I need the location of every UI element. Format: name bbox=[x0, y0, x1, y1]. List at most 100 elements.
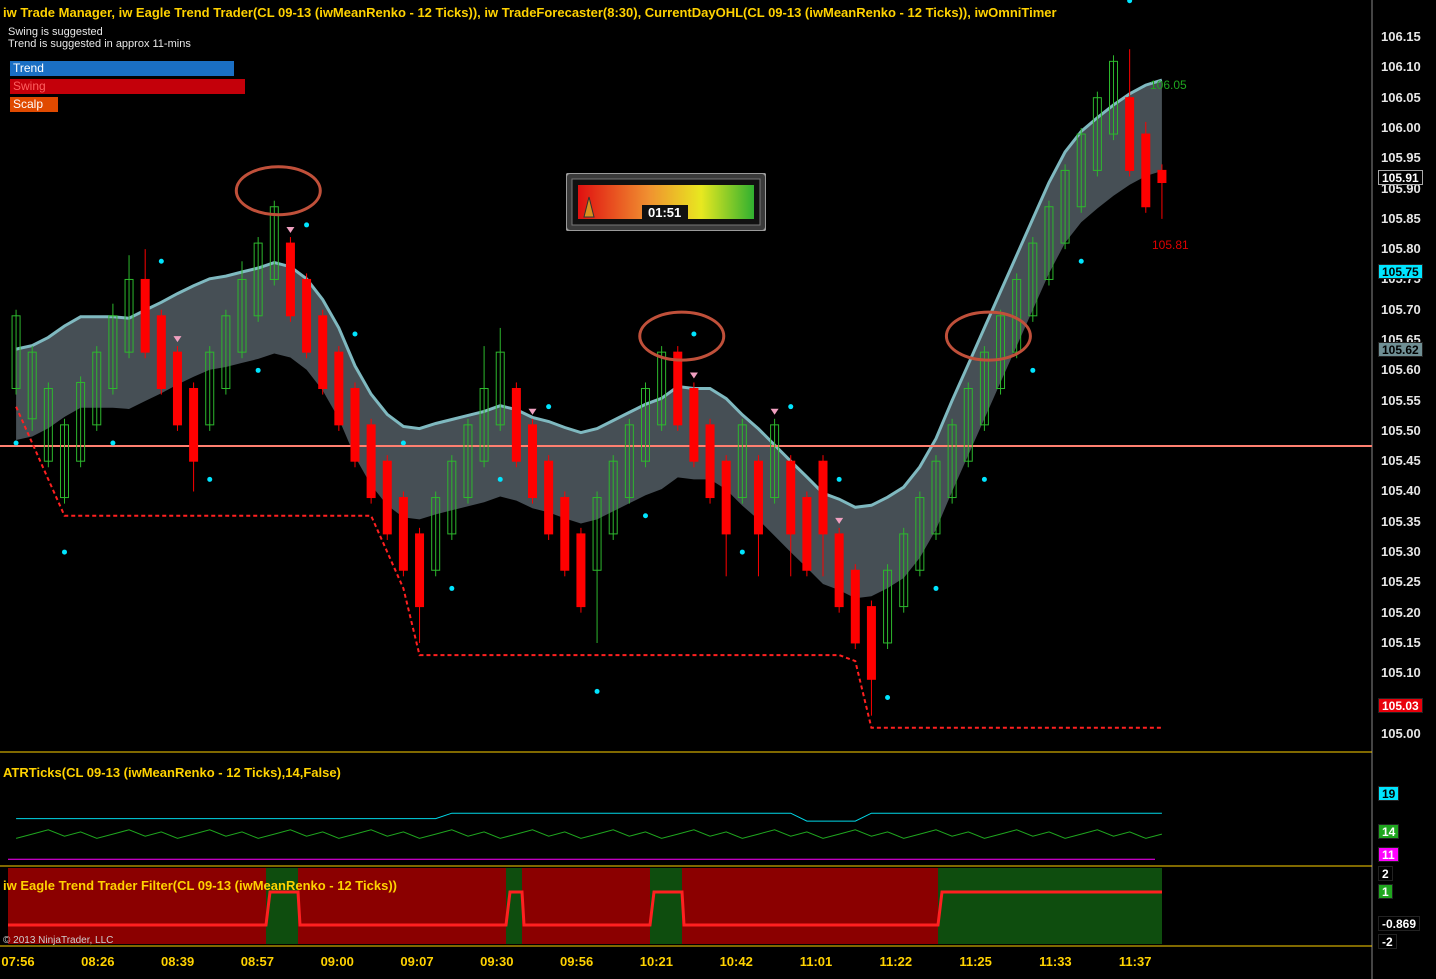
down-bar bbox=[544, 460, 554, 535]
pink-arrow-marker bbox=[689, 372, 698, 379]
price-tick-label: 105.55 bbox=[1381, 392, 1421, 408]
time-tick-label: 08:39 bbox=[160, 954, 195, 969]
price-tag-cloud: 105.62 bbox=[1378, 342, 1423, 357]
down-bar bbox=[189, 388, 199, 462]
filter-zone bbox=[8, 868, 266, 944]
filter-panel-title: iw Eagle Trend Trader Filter(CL 09-13 (i… bbox=[3, 878, 397, 893]
up-bar bbox=[447, 460, 457, 535]
up-bar bbox=[1092, 97, 1102, 171]
swing-mode-button[interactable]: Swing bbox=[10, 79, 245, 94]
stop-dot bbox=[788, 404, 794, 410]
time-tick-label: 09:30 bbox=[480, 954, 514, 969]
price-bars bbox=[11, 49, 1167, 716]
filter-zone bbox=[298, 868, 506, 944]
up-bar bbox=[640, 388, 650, 462]
copyright-text: © 2013 NinjaTrader, LLC bbox=[3, 935, 114, 946]
price-tick-label: 105.95 bbox=[1381, 150, 1421, 166]
filter-zone bbox=[506, 868, 522, 944]
down-bar bbox=[850, 569, 860, 644]
down-bar bbox=[350, 388, 360, 462]
price-tick-label: 105.60 bbox=[1381, 362, 1421, 378]
up-bar bbox=[770, 424, 780, 499]
up-bar bbox=[463, 424, 473, 499]
up-bar bbox=[108, 315, 118, 389]
pink-arrow-marker bbox=[173, 336, 182, 343]
price-tick-label: 105.25 bbox=[1381, 574, 1421, 590]
filter-line bbox=[8, 890, 1162, 927]
trend-mode-button[interactable]: Trend bbox=[10, 61, 234, 76]
price-tick-label: 105.40 bbox=[1381, 483, 1421, 499]
panel-separators bbox=[0, 0, 1373, 979]
scalp-mode-button[interactable]: Scalp bbox=[10, 97, 58, 112]
atr-average-line bbox=[15, 829, 1163, 839]
stop-dot bbox=[158, 258, 164, 264]
up-bar bbox=[947, 424, 957, 499]
up-bar bbox=[431, 497, 441, 571]
up-bar bbox=[899, 533, 909, 608]
up-bar bbox=[124, 278, 134, 353]
price-tick-label: 105.85 bbox=[1381, 210, 1421, 226]
up-bar bbox=[205, 351, 215, 426]
stop-dot bbox=[352, 331, 358, 337]
stop-dot bbox=[691, 331, 697, 337]
filter-tag-1: 1 bbox=[1378, 884, 1393, 899]
up-bar bbox=[92, 351, 102, 426]
down-bar bbox=[1157, 169, 1167, 184]
price-tag-current: 105.91 bbox=[1378, 170, 1423, 185]
omni-timer-widget bbox=[565, 172, 767, 232]
swing-message: Swing is suggested bbox=[8, 26, 103, 38]
filter-zones bbox=[8, 868, 1162, 944]
time-tick-label: 11:01 bbox=[799, 954, 833, 969]
up-bar bbox=[237, 278, 247, 353]
down-bar bbox=[721, 460, 731, 535]
filter-tag-value: -0.869 bbox=[1378, 916, 1421, 931]
up-bar bbox=[624, 424, 634, 499]
up-bar bbox=[495, 351, 505, 426]
down-bar bbox=[140, 278, 150, 353]
stop-dot bbox=[13, 440, 19, 446]
chart-header-title: iw Trade Manager, iw Eagle Trend Trader(… bbox=[3, 5, 1057, 20]
time-tick-label: 09:07 bbox=[400, 954, 434, 969]
up-bar bbox=[27, 351, 37, 420]
price-tick-label: 105.50 bbox=[1381, 422, 1421, 438]
pink-arrow-marker bbox=[835, 517, 844, 524]
stop-dot bbox=[546, 404, 552, 410]
day-low-label: 105.81 bbox=[1152, 238, 1189, 252]
trend-cloud bbox=[15, 78, 1163, 599]
price-tick-label: 106.15 bbox=[1381, 29, 1421, 45]
down-bar bbox=[415, 533, 425, 608]
atr-lines bbox=[8, 812, 1163, 860]
up-bar bbox=[1028, 242, 1038, 317]
price-tick-label: 105.35 bbox=[1381, 513, 1421, 529]
stop-dot bbox=[594, 688, 600, 694]
up-bar bbox=[996, 315, 1006, 389]
down-bar bbox=[156, 315, 166, 389]
down-bar bbox=[705, 424, 715, 499]
down-bar bbox=[818, 460, 828, 535]
price-tick-label: 105.30 bbox=[1381, 544, 1421, 560]
pink-arrow-marker bbox=[528, 408, 537, 415]
time-tick-label: 11:33 bbox=[1039, 954, 1072, 969]
up-bar bbox=[1044, 206, 1054, 280]
signal-markers bbox=[173, 165, 1032, 524]
price-tick-label: 105.10 bbox=[1381, 665, 1421, 681]
atr-tag-11: 11 bbox=[1378, 847, 1399, 862]
down-bar bbox=[802, 497, 812, 571]
down-bar bbox=[302, 278, 312, 353]
stop-dot bbox=[1078, 258, 1084, 264]
price-tick-label: 105.70 bbox=[1381, 301, 1421, 317]
down-bar bbox=[786, 460, 796, 535]
down-bar bbox=[285, 242, 295, 317]
filter-tag-2: 2 bbox=[1378, 866, 1393, 881]
up-bar bbox=[1060, 169, 1070, 244]
filter-tag-neg2: -2 bbox=[1378, 934, 1397, 949]
up-bar bbox=[931, 460, 941, 535]
up-bar bbox=[608, 460, 618, 535]
down-bar bbox=[382, 460, 392, 535]
time-tick-label: 11:25 bbox=[959, 954, 992, 969]
down-bar bbox=[334, 351, 344, 426]
up-bar bbox=[915, 497, 925, 571]
down-bar bbox=[1125, 97, 1135, 171]
up-bar bbox=[43, 388, 53, 462]
